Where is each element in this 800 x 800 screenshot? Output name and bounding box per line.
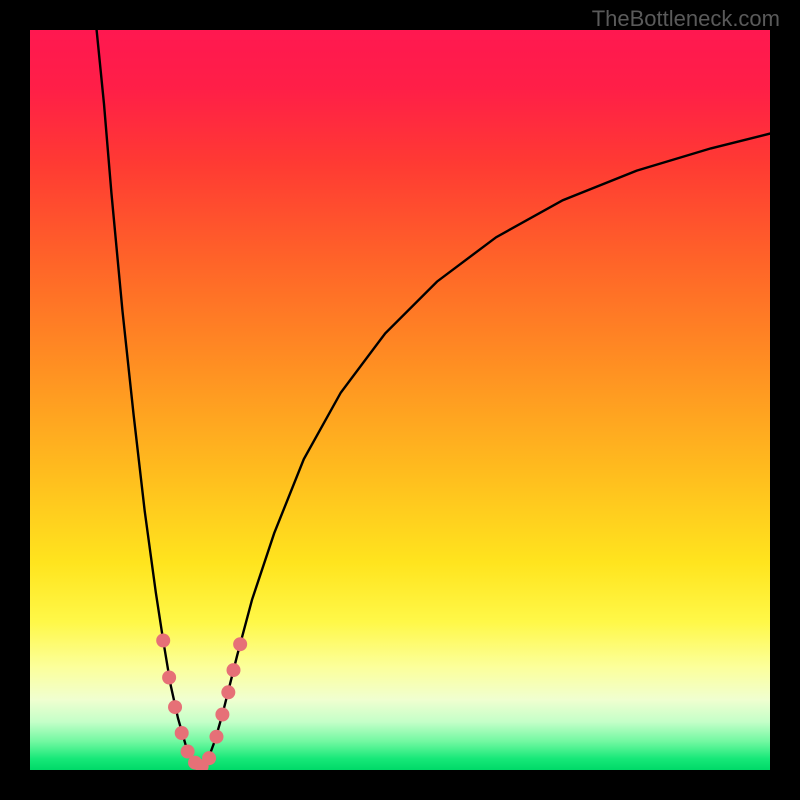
data-markers	[156, 634, 247, 771]
data-marker	[162, 671, 176, 685]
data-marker	[215, 708, 229, 722]
bottleneck-curve-left	[97, 30, 201, 768]
data-marker	[168, 700, 182, 714]
attribution-watermark: TheBottleneck.com	[592, 6, 780, 32]
chart-svg-layer	[30, 30, 770, 770]
data-marker	[221, 685, 235, 699]
bottleneck-curve-right	[200, 134, 770, 768]
data-marker	[202, 751, 216, 765]
data-marker	[227, 663, 241, 677]
data-marker	[175, 726, 189, 740]
data-marker	[209, 730, 223, 744]
data-marker	[156, 634, 170, 648]
data-marker	[233, 637, 247, 651]
chart-frame: TheBottleneck.com	[0, 0, 800, 800]
